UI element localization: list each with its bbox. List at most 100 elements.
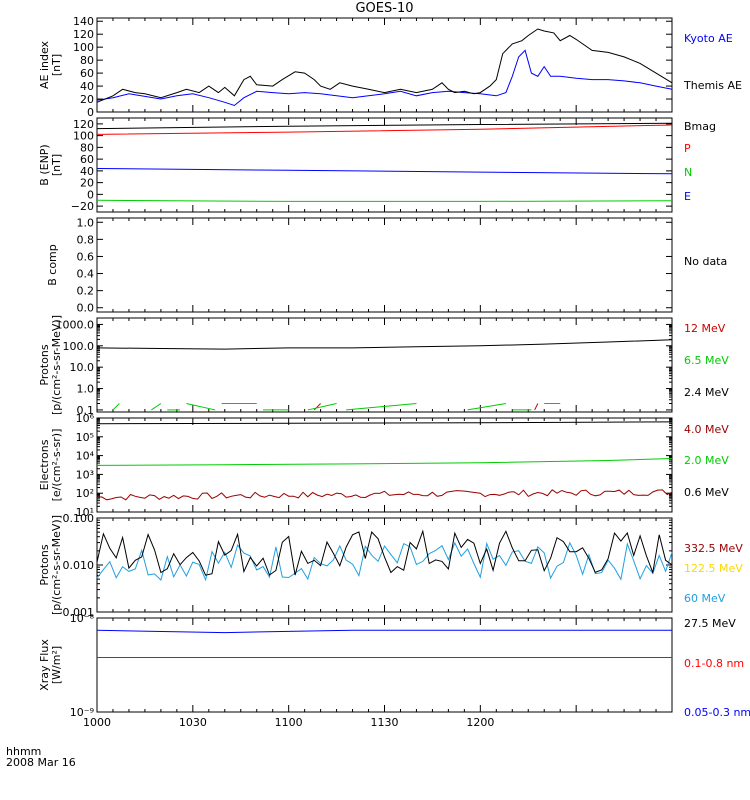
panel-frame [96,317,673,413]
series-segment-12mev [313,403,321,411]
legend-4-0-mev: 4.0 MeV [684,423,729,436]
y-axis-units: [nT] [50,54,63,76]
x-tick-label: 1200 [466,716,494,729]
y-tick-label: −20 [71,200,94,213]
x-tick-label: 1100 [275,716,303,729]
series-line-4-0-mev [96,489,673,501]
legend-p: P [684,142,691,155]
y-tick-label: 120 [73,28,94,41]
y-tick-label: 0.001 [63,606,95,619]
legend-no-data: No data [684,255,728,268]
y-tick-label: 10² [76,487,94,500]
y-axis-label: Protons [38,344,51,385]
y-tick-label: 0.4 [77,268,95,281]
y-tick-label: 60 [80,153,94,166]
legend-122-5-mev: 122.5 MeV [684,562,743,575]
y-tick-label: 0 [87,188,94,201]
series-line-27-5-mev [96,529,673,576]
x-tick-label: 1000 [83,716,111,729]
y-tick-label: 140 [73,15,94,28]
y-axis-label: Protons [38,544,51,585]
series-line-p [96,124,673,135]
y-axis-units: [nT] [50,154,63,176]
y-tick-label: 10.0 [70,361,95,374]
legend-12-mev: 12 MeV [684,322,726,335]
series-segment-6p5mev [112,403,120,411]
panel-frame [96,117,673,213]
series-line-bmag [96,122,673,130]
y-tick-label: 1.0 [77,216,95,229]
y-axis-label: B (ENP) [38,144,51,185]
y-tick-label: 100.0 [63,340,95,353]
chart-title: GOES-10 [355,1,414,16]
legend-332-5-mev: 332.5 MeV [684,542,743,555]
y-tick-label: 0.0 [77,302,95,315]
panel-frame [96,17,673,113]
series-line-2-0-mev [96,458,673,466]
y-axis-units: [e/(cm²-s-sr)] [50,429,63,502]
y-tick-label: 1.0 [77,383,95,396]
legend-2-0-mev: 2.0 MeV [684,454,729,467]
y-axis-label: B comp [46,244,59,286]
legend-bmag: Bmag [684,120,716,133]
panel-xray: 10⁻⁸ 10⁻⁹ Xray Flux [W/m²] 1000 1030 1100 1130 1… [38,612,673,729]
legend-kyoto-ae: Kyoto AE [684,32,733,45]
y-tick-label: 80 [80,54,94,67]
y-tick-label: 100 [73,41,94,54]
y-tick-label: 20 [80,93,94,106]
x-tick-label: 1130 [371,716,399,729]
y-tick-label: 1000.0 [56,318,95,331]
legend-27-5-mev: 27.5 MeV [684,617,736,630]
y-tick-label: 10⁵ [76,431,94,444]
series-segment-6p5mev [151,403,162,411]
legend-0-1-0-8-nm: 0.1-0.8 nm [684,657,745,670]
y-tick-label: 20 [80,177,94,190]
series-line-60-mev [96,541,673,582]
y-axis-units: [p/(cm²-s-sr-MeV)] [50,315,63,415]
series-line-kyoto-ae [96,49,673,107]
panel-frame [96,217,673,313]
y-tick-label: 120 [73,118,94,131]
series-line-e [96,168,673,175]
legend-n: N [684,166,693,179]
panel-electrons: 10¹ 10² 10³ 10⁴ 10⁵ 10⁶ Electrons [e/(cm²-s-sr)… [38,412,673,519]
y-axis-units: [W/m²] [50,646,63,684]
series-line-0-6-mev [96,421,673,425]
y-tick-label: 10⁻⁹ [70,706,94,719]
legend-themis-ae: Themis AE [684,79,742,92]
legend-60-mev: 60 MeV [684,592,726,605]
y-tick-label: 0.6 [77,250,95,263]
y-tick-label: 0.010 [63,559,95,572]
legend-6-5-mev: 6.5 MeV [684,354,729,367]
y-tick-label: 10⁻⁸ [70,612,95,625]
legend-2-4-mev: 2.4 MeV [684,386,729,399]
series-line-2-4-mev [96,339,673,350]
y-tick-label: 0 [87,106,94,119]
y-axis-label: Xray Flux [38,639,51,691]
y-tick-label: 60 [80,67,94,80]
panel-protons_low: 0.1 1.0 10.0 100.0 1000.0 Protons [p/(cm²-s-sr… [38,315,673,417]
y-tick-label: 40 [80,165,94,178]
series-segment-6p5mev [307,403,337,411]
y-tick-label: 10³ [76,468,94,481]
y-tick-label: 0.1 [77,404,95,417]
x-axis-label-date: 2008 Mar 16 [6,756,76,769]
y-tick-label: 0.8 [77,233,95,246]
legend-0-05-0-3-nm: 0.05-0.3 nm [684,706,750,719]
x-tick-label: 1030 [179,716,207,729]
series-segment-6p5mev [346,402,417,411]
series-line-n [96,199,673,202]
y-tick-label: 10⁶ [76,412,95,425]
series-segment-6p5mev [186,403,216,411]
y-tick-label: 0.100 [63,512,95,525]
x-axis-label-hhmm: hhmm [6,745,42,758]
series-line-themis-ae [96,28,673,103]
series-line-0-05-0-3-nm [96,629,672,634]
y-tick-label: 0.2 [77,285,95,298]
y-tick-label: 10¹ [76,506,94,519]
y-axis-label: Electrons [38,439,51,490]
series-segment-12mev [534,403,539,411]
